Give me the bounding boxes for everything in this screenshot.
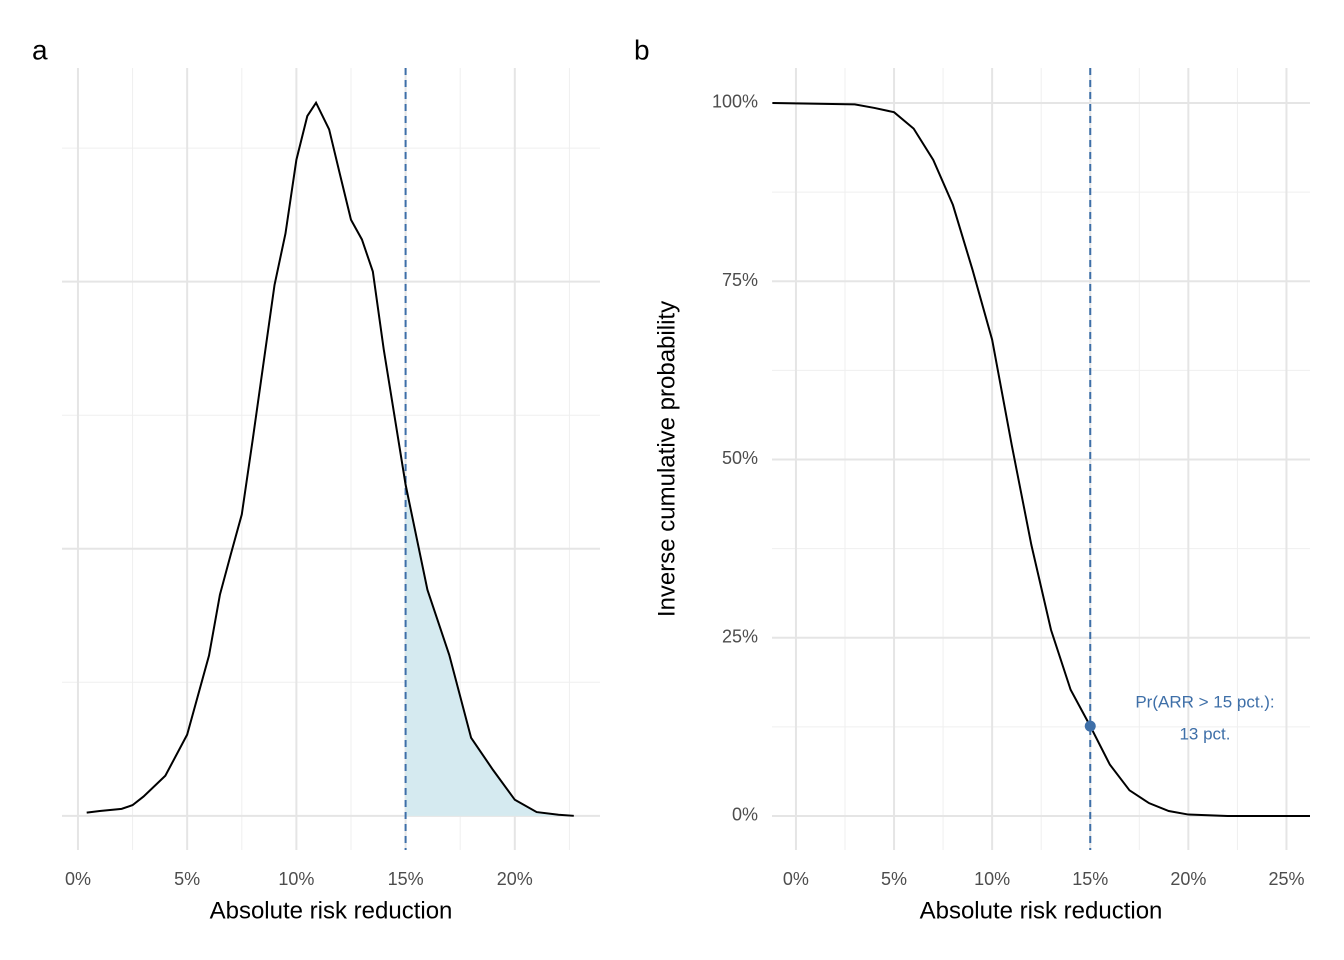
x-tick-label: 10% (278, 869, 314, 889)
panel-tag: b (634, 34, 650, 65)
y-tick-label: 50% (722, 448, 758, 468)
y-tick-label: 25% (722, 626, 758, 646)
marker-point (1084, 720, 1096, 732)
y-tick-label: 0% (732, 805, 758, 825)
y-axis-title: Inverse cumulative probability (653, 301, 680, 617)
x-tick-label: 5% (174, 869, 200, 889)
x-tick-label: 20% (497, 869, 533, 889)
x-tick-label: 15% (388, 869, 424, 889)
x-tick-label: 10% (974, 869, 1010, 889)
x-tick-label: 25% (1268, 869, 1304, 889)
x-tick-label: 20% (1170, 869, 1206, 889)
x-tick-label: 0% (783, 869, 809, 889)
x-tick-label: 15% (1072, 869, 1108, 889)
shaded-area (405, 484, 574, 816)
curve (772, 101, 1310, 817)
x-tick-label: 0% (65, 869, 91, 889)
y-tick-label: 75% (722, 270, 758, 290)
annotation: 13 pct. (1179, 724, 1230, 743)
annotation: Pr(ARR > 15 pct.): (1135, 692, 1274, 711)
panel-tag: a (32, 34, 48, 65)
y-tick-label: 100% (712, 92, 758, 112)
x-axis-title: Absolute risk reduction (210, 897, 453, 924)
x-tick-label: 5% (881, 869, 907, 889)
curve (86, 100, 574, 817)
x-axis-title: Absolute risk reduction (920, 897, 1163, 924)
